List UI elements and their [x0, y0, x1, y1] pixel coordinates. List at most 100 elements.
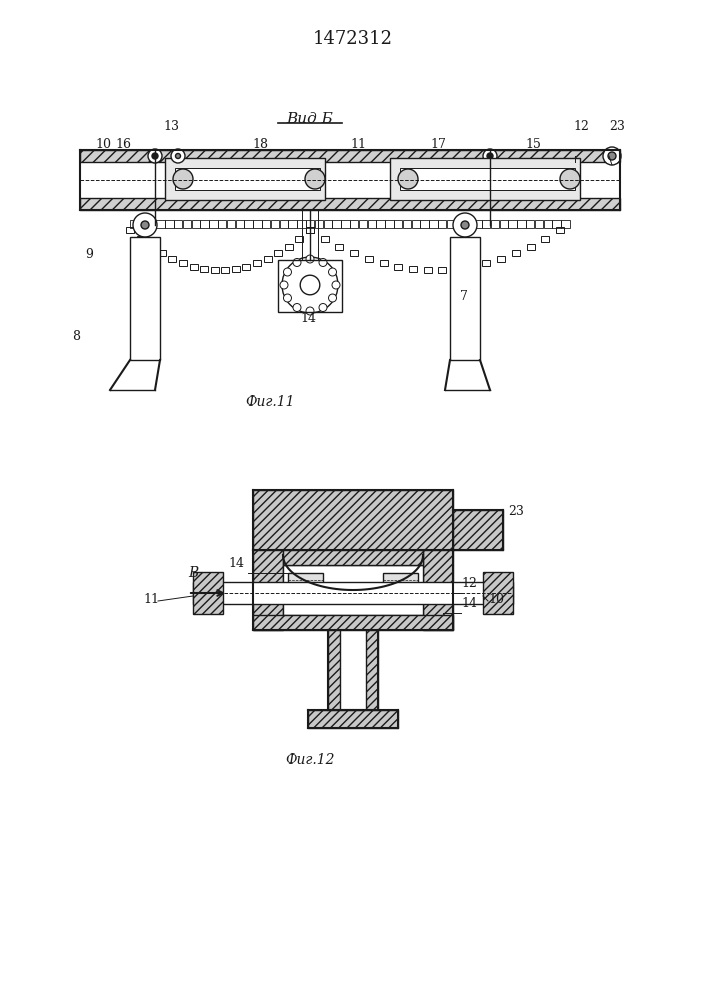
Bar [308, 710, 398, 728]
Bar [438, 267, 446, 273]
Circle shape [284, 268, 291, 276]
Bar [483, 572, 513, 614]
Bar [200, 266, 208, 272]
Bar [455, 220, 464, 228]
Bar [482, 220, 491, 228]
Circle shape [560, 169, 580, 189]
Bar [279, 220, 288, 228]
Bar [235, 220, 244, 228]
Circle shape [306, 307, 314, 315]
Bar [232, 266, 240, 272]
Bar [561, 220, 570, 228]
Bar [341, 220, 350, 228]
Bar [556, 227, 564, 233]
Bar [366, 630, 378, 710]
Bar [200, 220, 209, 228]
Bar [156, 220, 165, 228]
Bar [296, 236, 303, 242]
Bar [218, 220, 226, 228]
Text: 1472312: 1472312 [313, 30, 393, 48]
Circle shape [329, 294, 337, 302]
Bar [306, 220, 315, 228]
Text: 7: 7 [460, 290, 468, 303]
Bar [80, 198, 620, 210]
Bar [350, 250, 358, 256]
Bar [262, 220, 271, 228]
Bar [283, 565, 423, 615]
Text: 8: 8 [72, 330, 80, 343]
Circle shape [173, 169, 193, 189]
Bar [464, 220, 473, 228]
Bar [278, 260, 342, 312]
Text: 15: 15 [525, 138, 541, 151]
Text: 14: 14 [461, 597, 477, 610]
Bar [482, 260, 491, 266]
Bar [497, 256, 506, 262]
Bar [365, 256, 373, 262]
Circle shape [300, 275, 320, 295]
Bar [297, 220, 305, 228]
Text: 10: 10 [488, 593, 504, 606]
Circle shape [398, 169, 418, 189]
Text: 17: 17 [430, 138, 446, 151]
Bar [183, 220, 192, 228]
Text: 18: 18 [252, 138, 268, 151]
Bar [508, 220, 517, 228]
Bar [376, 220, 385, 228]
Bar [193, 572, 223, 614]
Bar [253, 490, 453, 550]
Bar [518, 220, 526, 228]
Text: 23: 23 [609, 120, 625, 133]
Bar [350, 220, 358, 228]
Circle shape [603, 147, 621, 165]
Bar [274, 250, 282, 256]
Circle shape [319, 304, 327, 312]
Circle shape [453, 213, 477, 237]
Bar [179, 260, 187, 266]
Bar [80, 150, 620, 162]
Text: 11: 11 [350, 138, 366, 151]
Circle shape [483, 149, 497, 163]
Bar [211, 267, 218, 273]
Circle shape [171, 149, 185, 163]
Bar [552, 220, 561, 228]
Circle shape [306, 255, 314, 263]
Circle shape [319, 258, 327, 266]
Circle shape [282, 257, 338, 313]
Bar [409, 266, 417, 272]
Bar [321, 236, 329, 242]
Text: Вид Б: Вид Б [286, 112, 334, 126]
Circle shape [332, 281, 340, 289]
Circle shape [305, 169, 325, 189]
Text: Фиг.12: Фиг.12 [285, 753, 334, 767]
Bar [130, 220, 139, 228]
Bar [526, 220, 534, 228]
Bar [400, 168, 575, 190]
Bar [136, 236, 145, 242]
Bar [283, 550, 423, 565]
Circle shape [175, 153, 180, 158]
Bar [158, 250, 165, 256]
Bar [423, 550, 453, 630]
Text: 23: 23 [508, 505, 524, 518]
Bar [328, 630, 340, 710]
Bar [209, 220, 218, 228]
Bar [189, 264, 197, 270]
Bar [288, 220, 297, 228]
Bar [411, 220, 420, 228]
Bar [288, 573, 323, 587]
Bar [527, 244, 534, 250]
Bar [271, 220, 279, 228]
Text: В: В [188, 566, 198, 580]
Bar [243, 264, 250, 270]
Bar [380, 260, 387, 266]
Bar [315, 220, 323, 228]
Text: Фиг.11: Фиг.11 [245, 395, 295, 409]
Bar [385, 220, 394, 228]
Bar [227, 220, 235, 228]
Circle shape [293, 258, 301, 266]
Circle shape [461, 221, 469, 229]
Text: 12: 12 [573, 120, 589, 133]
Bar [253, 220, 262, 228]
Bar [450, 237, 480, 360]
